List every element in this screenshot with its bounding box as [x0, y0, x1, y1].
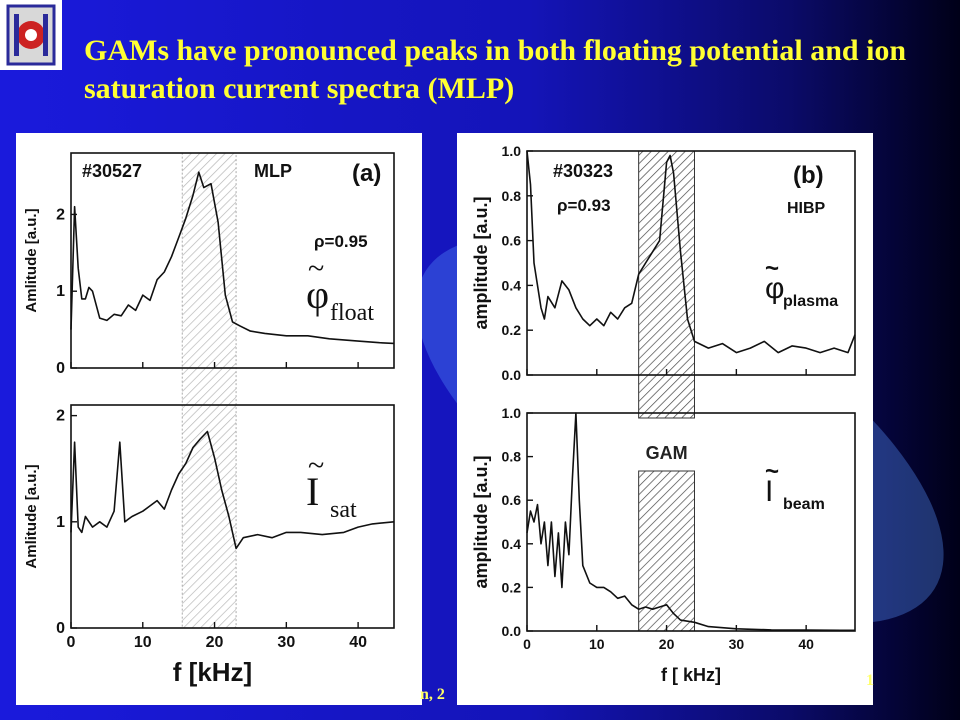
series-line — [70, 171, 395, 345]
y-tick-label: 0.4 — [502, 536, 522, 552]
series-line — [526, 150, 856, 354]
panel-b: GAM 0.0 0.2 0.4 0.6 0.8 1.0 amplitude [a.u.] φ ~ p… — [457, 133, 873, 705]
y-tick-label: 2 — [56, 206, 65, 223]
shot-number: #30323 — [553, 161, 613, 181]
x-tick-label: 30 — [277, 634, 295, 651]
series-subscript: sat — [330, 497, 357, 523]
series-symbol: φ — [306, 272, 329, 317]
series-subscript: float — [330, 300, 374, 326]
series-tilde: ~ — [765, 458, 779, 485]
series-subscript: plasma — [783, 293, 838, 310]
diagnostic-label: MLP — [254, 161, 292, 181]
subplot-frame — [526, 150, 856, 376]
y-tick-label: 1.0 — [502, 405, 522, 421]
shot-number: #30527 — [82, 161, 142, 181]
x-tick-label: 10 — [134, 634, 152, 651]
y-tick-label: 0.8 — [502, 449, 522, 465]
y-tick-label: 0.6 — [502, 233, 522, 249]
y-tick-label: 0.4 — [502, 277, 522, 293]
y-tick-label: 0.0 — [502, 367, 522, 383]
y-axis-label: Amlitude [a.u.] — [23, 208, 40, 312]
rho-label: ρ=0.93 — [557, 196, 611, 215]
y-tick-label: 1 — [56, 514, 65, 531]
gam-band-label: GAM — [646, 443, 688, 463]
x-tick-label: 0 — [67, 634, 76, 651]
series-symbol: I — [306, 469, 319, 514]
subplot-frame — [70, 152, 395, 369]
y-axis-label: amplitude [a.u.] — [471, 196, 491, 329]
x-tick-label: 40 — [798, 636, 814, 652]
x-tick-label: 40 — [349, 634, 367, 651]
y-tick-label: 0.6 — [502, 492, 522, 508]
panel-a: 0 1 2 Amlitude [a.u.] φ ~ float 0 1 2 Amlitude [a.… — [16, 133, 422, 705]
slide-title: GAMs have pronounced peaks in both float… — [84, 34, 907, 105]
gam-band-upper — [638, 150, 695, 419]
series-tilde: ~ — [765, 255, 779, 282]
series-symbol: I — [765, 475, 773, 508]
x-axis-label: f [kHz] — [173, 657, 252, 687]
gam-band — [181, 152, 237, 629]
series-tilde: ~ — [308, 449, 324, 482]
x-tick-label: 20 — [206, 634, 224, 651]
diagnostic-label: HIBP — [787, 200, 826, 217]
x-axis-label: f [ kHz] — [661, 665, 721, 685]
slide-number: 1 — [866, 672, 874, 689]
x-tick-label: 0 — [523, 636, 531, 652]
y-tick-label: 0 — [56, 360, 65, 377]
y-tick-label: 1.0 — [502, 143, 522, 159]
y-tick-label: 0.2 — [502, 322, 522, 338]
y-tick-label: 0.2 — [502, 579, 522, 595]
panel-label: (a) — [352, 160, 381, 187]
series-line — [70, 430, 395, 550]
institute-logo — [0, 0, 62, 70]
x-tick-label: 10 — [589, 636, 605, 652]
y-tick-label: 0 — [56, 620, 65, 637]
footer-citation: n, 2 — [420, 686, 445, 703]
rho-label: ρ=0.95 — [314, 232, 368, 251]
y-tick-label: 2 — [56, 408, 65, 425]
y-axis-label: amplitude [a.u.] — [471, 455, 491, 588]
series-symbol: φ — [765, 272, 784, 305]
y-axis-label: Amlitude [a.u.] — [23, 464, 40, 568]
y-tick-label: 1 — [56, 283, 65, 300]
panel-label: (b) — [793, 162, 824, 189]
x-tick-label: 20 — [659, 636, 675, 652]
x-tick-label: 30 — [729, 636, 745, 652]
series-tilde: ~ — [308, 252, 324, 285]
series-line — [526, 412, 855, 632]
series-subscript: beam — [783, 496, 825, 513]
y-tick-label: 0.8 — [502, 188, 522, 204]
y-tick-label: 0.0 — [502, 623, 522, 639]
subplot-frame — [526, 412, 856, 632]
